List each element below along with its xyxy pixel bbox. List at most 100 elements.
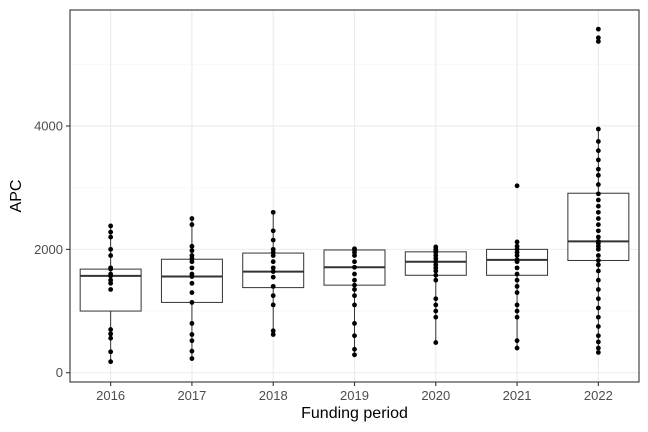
data-point <box>433 302 439 308</box>
data-point <box>595 191 601 197</box>
data-point <box>270 293 276 299</box>
data-point <box>189 280 195 286</box>
data-point <box>595 238 601 244</box>
data-point <box>352 271 357 277</box>
data-point <box>595 262 601 268</box>
data-point <box>514 243 520 249</box>
data-point <box>595 287 601 292</box>
data-point <box>270 328 276 334</box>
data-point <box>352 320 357 326</box>
data-point <box>595 209 601 215</box>
data-point <box>595 203 601 209</box>
data-point <box>352 277 357 283</box>
data-point <box>595 39 601 44</box>
data-point <box>595 349 601 355</box>
y-tick-label: 0 <box>56 365 63 380</box>
data-point <box>595 345 601 351</box>
data-point <box>595 157 601 163</box>
data-point <box>514 257 520 263</box>
data-point <box>108 265 114 271</box>
data-point <box>108 246 114 252</box>
data-point <box>270 228 276 234</box>
data-point <box>189 216 195 221</box>
data-point <box>595 258 601 263</box>
data-point <box>595 253 601 258</box>
data-point <box>352 287 357 292</box>
data-point <box>189 300 195 305</box>
data-point <box>433 277 439 283</box>
data-point <box>108 277 114 283</box>
data-point <box>595 314 601 320</box>
data-point <box>595 126 601 132</box>
data-point <box>189 222 195 228</box>
x-tick-label: 2020 <box>421 388 450 403</box>
data-point <box>352 246 357 252</box>
data-point <box>189 243 195 249</box>
data-point <box>270 283 276 289</box>
data-point <box>108 287 114 292</box>
data-points <box>108 26 601 365</box>
data-point <box>595 234 601 240</box>
x-tick-label: 2019 <box>340 388 369 403</box>
data-point <box>433 272 439 278</box>
data-point <box>352 346 357 352</box>
data-point <box>595 268 601 274</box>
data-point <box>595 277 601 283</box>
data-point <box>595 296 601 302</box>
data-point <box>595 182 601 187</box>
data-point <box>108 223 114 229</box>
data-point <box>270 274 276 280</box>
data-point <box>595 339 601 345</box>
data-point <box>433 296 439 302</box>
data-point <box>595 305 601 311</box>
x-tick-label: 2018 <box>259 388 288 403</box>
data-point <box>433 340 439 345</box>
data-point <box>189 253 195 258</box>
data-point <box>595 35 601 41</box>
data-point <box>433 244 439 250</box>
data-point <box>189 338 195 344</box>
data-point <box>270 269 276 274</box>
data-point <box>189 356 195 361</box>
axes: 0 2000 4000 2016 2017 2018 2019 2020 2021 2022 <box>34 118 613 403</box>
data-point <box>595 216 601 221</box>
data-point <box>352 293 357 299</box>
data-point <box>270 209 276 215</box>
data-point <box>514 283 520 289</box>
data-point <box>108 229 114 235</box>
data-point <box>270 259 276 265</box>
data-point <box>189 248 195 253</box>
data-point <box>595 148 601 154</box>
data-point <box>270 237 276 243</box>
data-point <box>514 183 520 189</box>
data-point <box>595 139 601 144</box>
data-point <box>514 277 520 283</box>
data-point <box>352 282 357 288</box>
data-point <box>108 359 114 365</box>
data-point <box>189 332 195 337</box>
data-point <box>595 197 601 203</box>
data-point <box>189 320 195 326</box>
data-point <box>514 290 520 295</box>
data-point <box>595 172 601 178</box>
data-point <box>595 228 601 234</box>
data-point <box>270 265 276 271</box>
x-tick-label: 2016 <box>96 388 125 403</box>
data-point <box>595 166 601 172</box>
data-point <box>595 333 601 339</box>
data-point <box>595 324 601 329</box>
data-point <box>108 349 114 355</box>
data-point <box>270 246 276 252</box>
data-point <box>189 265 195 271</box>
data-point <box>108 327 114 332</box>
data-point <box>108 335 114 341</box>
data-point <box>352 352 357 358</box>
data-point <box>514 239 520 245</box>
data-point <box>352 264 357 270</box>
data-point <box>270 302 276 308</box>
data-point <box>270 332 276 337</box>
data-point <box>108 331 114 337</box>
data-point <box>433 314 439 320</box>
data-point <box>514 345 520 351</box>
